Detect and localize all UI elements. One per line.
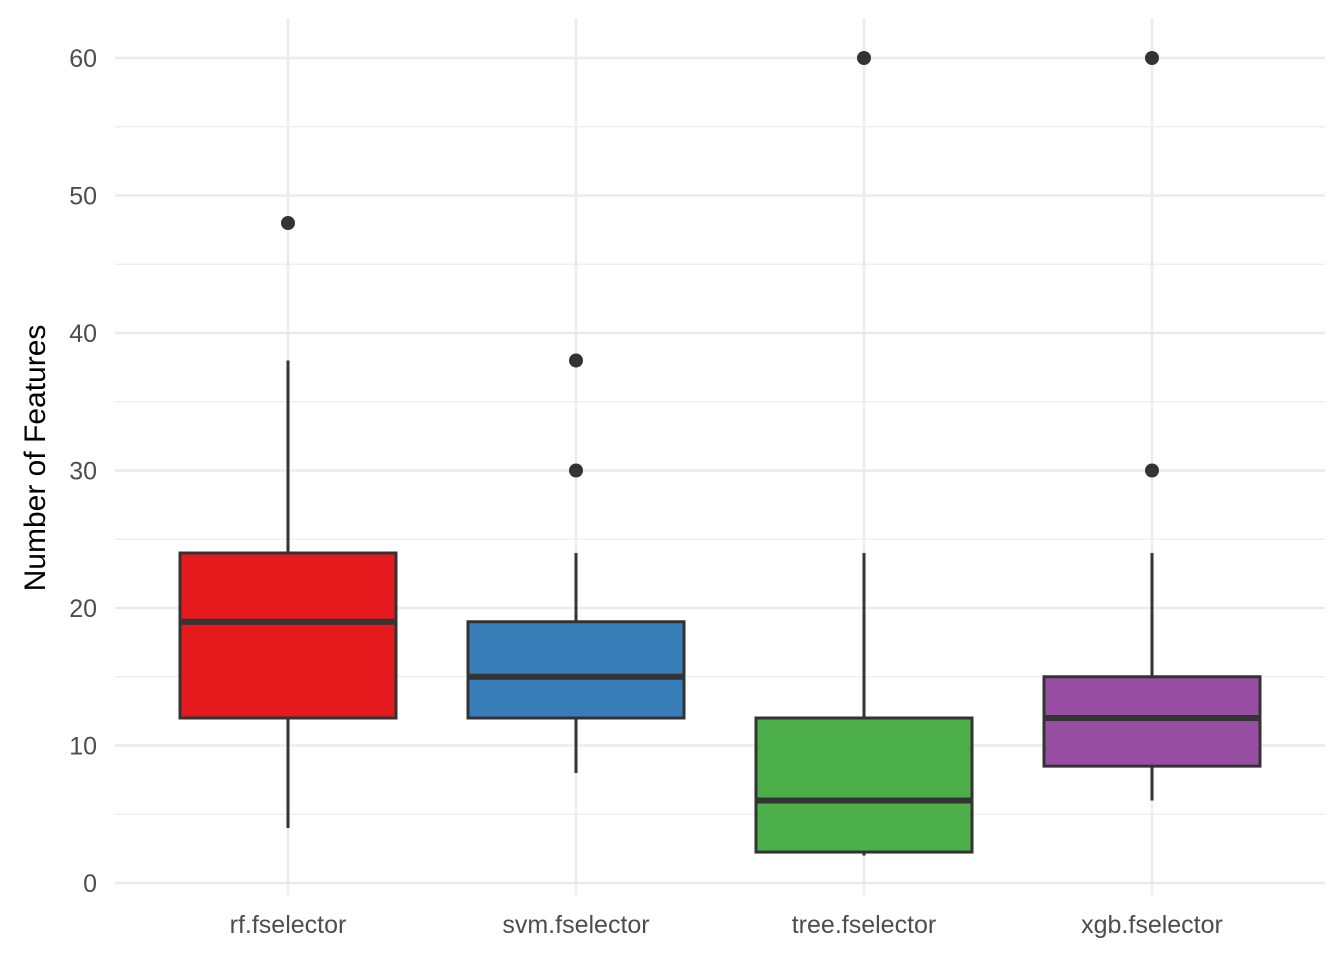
x-tick-label: svm.fselector (502, 911, 649, 939)
outlier-point (569, 463, 583, 478)
outlier-point (1145, 51, 1159, 65)
y-tick-label: 30 (69, 458, 97, 486)
box-svm.fselector (466, 620, 686, 720)
y-tick-label: 10 (69, 733, 97, 761)
y-axis-label: Number of Features (19, 325, 52, 592)
x-tick-label: tree.fselector (792, 911, 937, 939)
box-xgb.fselector (1042, 675, 1262, 768)
y-tick-label: 40 (69, 320, 97, 348)
box-rf.fselector (178, 551, 398, 720)
outlier-point (857, 51, 871, 65)
x-tick-labels: rf.fselector svm.fselector tree.fselector x… (230, 911, 1223, 939)
y-tick-label: 50 (69, 183, 97, 211)
outlier-point (281, 216, 295, 230)
x-tick-label: rf.fselector (230, 911, 347, 939)
x-tick-label: xgb.fselector (1081, 911, 1223, 939)
outlier-point (1145, 463, 1159, 478)
y-tick-label: 20 (69, 595, 97, 623)
y-tick-label: 0 (83, 870, 97, 898)
outlier-point (569, 353, 583, 368)
boxes (178, 51, 1262, 856)
y-tick-labels: 0 10 20 30 40 50 60 (69, 45, 97, 898)
y-tick-label: 60 (69, 45, 97, 73)
box-tree.fselector (754, 716, 974, 854)
